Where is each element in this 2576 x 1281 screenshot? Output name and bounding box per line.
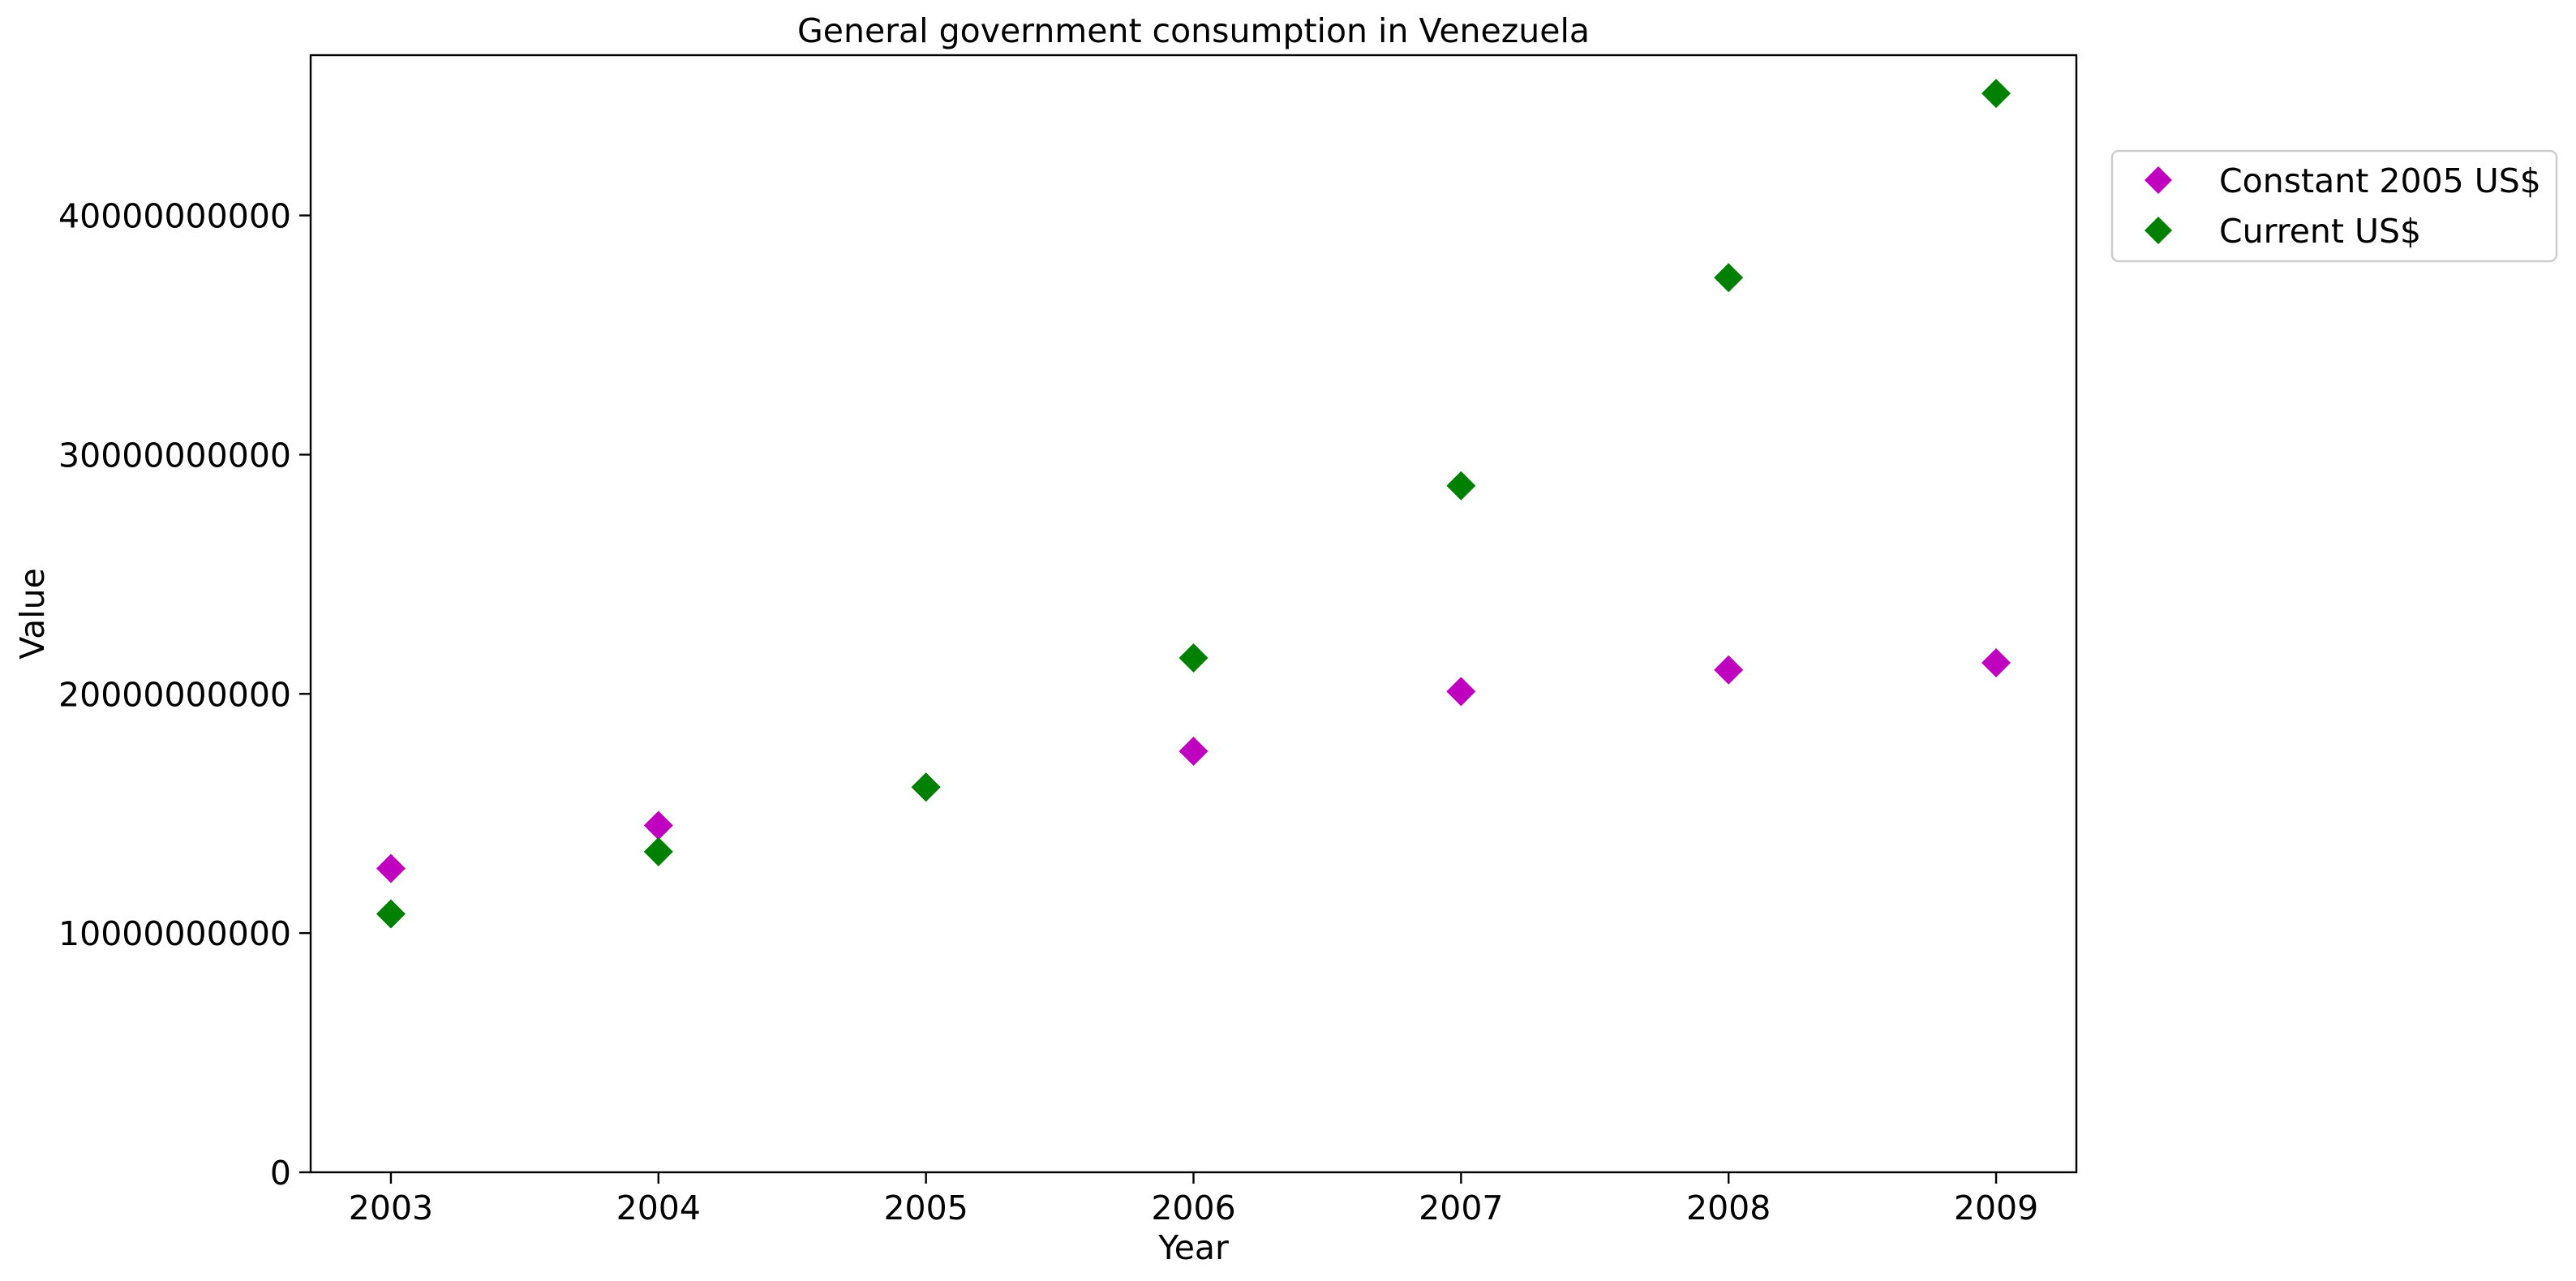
data-point-current-2005 xyxy=(911,772,941,802)
legend-marker-current xyxy=(2145,217,2172,244)
x-axis: 2003 2004 2005 2006 2007 2008 2009 xyxy=(349,1172,2038,1227)
data-point-current-2008 xyxy=(1714,263,1744,293)
y-axis-label: Value xyxy=(13,568,52,660)
x-tick-label: 2003 xyxy=(349,1189,433,1227)
y-tick-label: 20000000000 xyxy=(58,675,291,714)
data-point-constant-2007 xyxy=(1446,677,1476,707)
data-point-current-2003 xyxy=(376,899,406,929)
data-point-current-2004 xyxy=(643,836,673,866)
y-tick-label: 10000000000 xyxy=(58,914,291,953)
legend-label-current: Current US$ xyxy=(2219,212,2421,251)
data-point-current-2009 xyxy=(1981,79,2011,109)
y-tick-label: 30000000000 xyxy=(58,436,291,475)
plot-frame xyxy=(309,54,2078,1174)
x-tick-label: 2005 xyxy=(883,1189,968,1227)
data-markers xyxy=(376,79,2011,929)
x-axis-label: Year xyxy=(1157,1228,1229,1267)
y-tick-label: 40000000000 xyxy=(58,197,291,236)
x-tick-label: 2009 xyxy=(1954,1189,2038,1227)
y-tick-label: 0 xyxy=(270,1154,291,1193)
legend: Constant 2005 US$ Current US$ xyxy=(2110,149,2558,263)
x-tick-label: 2008 xyxy=(1686,1189,1771,1227)
legend-frame xyxy=(2110,149,2558,263)
x-tick-label: 2007 xyxy=(1419,1189,1503,1227)
data-point-constant-2004 xyxy=(643,810,673,840)
legend-label-constant: Constant 2005 US$ xyxy=(2219,161,2541,200)
data-point-constant-2009 xyxy=(1981,647,2011,677)
plot-area xyxy=(309,54,2078,1174)
legend-marker-constant xyxy=(2145,166,2172,194)
data-point-constant-2006 xyxy=(1179,737,1209,767)
x-tick-label: 2006 xyxy=(1151,1189,1235,1227)
data-point-constant-2003 xyxy=(376,853,406,883)
data-point-current-2007 xyxy=(1446,471,1476,501)
x-tick-label: 2004 xyxy=(616,1189,701,1227)
chart-title: General government consumption in Venezu… xyxy=(797,11,1590,50)
y-axis: 0 10000000000 20000000000 30000000000 400000… xyxy=(58,197,311,1193)
data-point-constant-2008 xyxy=(1714,655,1744,685)
data-point-current-2006 xyxy=(1179,643,1209,673)
